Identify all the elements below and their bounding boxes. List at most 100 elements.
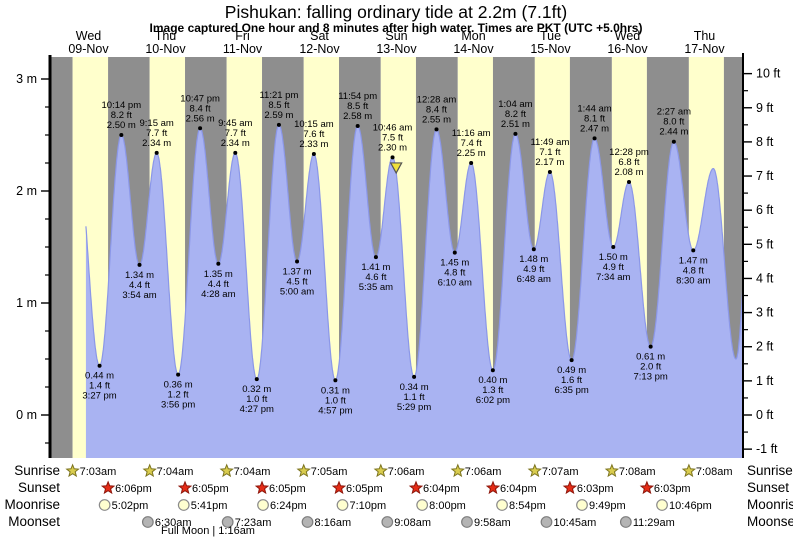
extreme-point xyxy=(154,150,159,155)
sunset-time: 6:05pm xyxy=(192,483,229,495)
sunset-icon xyxy=(639,480,655,495)
extreme-label-high: 2.34 m xyxy=(142,138,171,149)
extreme-label-low: 7:34 am xyxy=(596,272,630,283)
sunrise-time: 7:08am xyxy=(619,466,656,478)
extreme-label-low: 5:29 pm xyxy=(397,402,431,413)
day-date-label: 17-Nov xyxy=(684,42,725,56)
extreme-label-low: 4.8 ft xyxy=(444,268,465,279)
day-date-label: 13-Nov xyxy=(376,42,417,56)
extreme-point xyxy=(691,248,696,253)
extreme-label-low: 0.44 m xyxy=(85,371,114,382)
right-axis-label: 9 ft xyxy=(756,101,774,115)
moonrise-time: 7:10pm xyxy=(349,500,386,512)
page-title: Pishukan: falling ordinary tide at 2.2m … xyxy=(225,2,567,22)
moonrise-icon xyxy=(656,499,668,511)
extreme-label-high: 10:47 pm xyxy=(180,93,220,104)
sunset-time: 6:03pm xyxy=(654,483,691,495)
row-label-sunrise-left: Sunrise xyxy=(14,463,60,478)
sunset-time: 6:05pm xyxy=(269,483,306,495)
right-axis-label: 3 ft xyxy=(756,306,774,320)
sunset-icon xyxy=(100,480,116,495)
extreme-point xyxy=(276,122,281,127)
extreme-point xyxy=(547,169,552,174)
sunset-time: 6:04pm xyxy=(423,483,460,495)
sunset-time: 6:05pm xyxy=(346,483,383,495)
extreme-point xyxy=(434,127,439,132)
right-axis-label: 8 ft xyxy=(756,135,774,149)
extreme-label-high: 11:54 pm xyxy=(338,91,377,102)
right-axis-label: -1 ft xyxy=(756,442,778,456)
extreme-point xyxy=(412,374,417,379)
left-axis-label: 2 m xyxy=(16,184,37,198)
day-date-label: 14-Nov xyxy=(453,42,494,56)
extreme-label-low: 4.4 ft xyxy=(208,279,229,290)
day-weekday-label: Fri xyxy=(235,29,250,43)
moonset-time: 9:08am xyxy=(394,517,431,529)
row-label-moonset-left: Moonset xyxy=(8,514,60,529)
extreme-label-low: 4.9 ft xyxy=(523,264,544,275)
sunset-icon xyxy=(177,480,193,495)
moonset-icon xyxy=(141,516,154,528)
moonrise-time: 5:41pm xyxy=(191,500,228,512)
moonrise-icon xyxy=(257,499,269,511)
extreme-point xyxy=(119,133,124,137)
extreme-label-high: 7.1 ft xyxy=(539,147,560,158)
extreme-label-high: 9:45 am xyxy=(218,118,252,129)
moonset-time: 7:23am xyxy=(235,517,272,529)
day-date-label: 11-Nov xyxy=(223,42,263,56)
extreme-label-high: 8.4 ft xyxy=(426,104,447,115)
right-axis-label: 10 ft xyxy=(756,67,781,81)
extreme-label-low: 2.0 ft xyxy=(640,362,661,373)
extreme-label-high: 2.59 m xyxy=(264,110,293,121)
extreme-label-high: 2.56 m xyxy=(186,113,215,124)
extreme-label-high: 8.2 ft xyxy=(505,109,526,120)
extreme-label-high: 2.55 m xyxy=(422,114,451,125)
extreme-label-low: 1.3 ft xyxy=(482,385,503,396)
extreme-label-low: 0.34 m xyxy=(400,382,429,393)
extreme-label-low: 0.49 m xyxy=(557,365,586,376)
extreme-point xyxy=(311,152,316,157)
sunrise-icon xyxy=(219,463,234,478)
moonset-time: 6:30am xyxy=(155,517,192,529)
sunrise-time: 7:06am xyxy=(465,466,502,478)
extreme-label-high: 10:46 am xyxy=(373,122,413,133)
extreme-label-low: 0.31 m xyxy=(321,385,350,396)
sunrise-icon xyxy=(450,463,466,478)
extreme-label-low: 4.9 ft xyxy=(603,262,624,273)
extreme-label-low: 1.50 m xyxy=(599,252,628,263)
extreme-point xyxy=(513,131,518,136)
extreme-label-low: 1.0 ft xyxy=(246,394,267,405)
extreme-label-high: 2:27 am xyxy=(657,107,691,118)
moonrise-icon xyxy=(177,499,190,511)
extreme-point xyxy=(531,247,536,252)
extreme-label-high: 6.8 ft xyxy=(618,157,639,168)
extreme-point xyxy=(671,139,676,144)
moonset-icon xyxy=(461,516,473,528)
extreme-label-low: 1.2 ft xyxy=(168,390,189,401)
extreme-label-low: 6:48 am xyxy=(517,274,551,285)
extreme-label-high: 8.4 ft xyxy=(190,103,211,114)
sunrise-time: 7:03am xyxy=(80,466,117,478)
sunrise-icon xyxy=(373,463,389,478)
extreme-label-high: 2.47 m xyxy=(580,123,609,134)
row-label-moonrise-left: Moonrise xyxy=(4,497,60,512)
right-axis-label: 6 ft xyxy=(756,203,774,217)
day-weekday-label: Tue xyxy=(540,29,561,43)
extreme-point xyxy=(469,161,474,165)
extreme-point xyxy=(198,126,203,131)
sunset-icon xyxy=(254,480,270,495)
sunrise-icon xyxy=(142,463,157,478)
extreme-point xyxy=(626,180,631,185)
extreme-label-high: 2.50 m xyxy=(107,120,136,131)
extreme-label-low: 4.8 ft xyxy=(683,265,704,276)
day-date-label: 16-Nov xyxy=(607,42,648,56)
extreme-point xyxy=(373,255,378,260)
full-moon-note: Full Moon | 1:16am xyxy=(161,525,255,537)
extreme-label-high: 11:49 am xyxy=(530,137,569,148)
extreme-point xyxy=(390,155,395,160)
day-weekday-label: Thu xyxy=(694,29,716,43)
extreme-point xyxy=(452,250,457,255)
right-axis-label: 7 ft xyxy=(756,169,774,183)
extreme-point xyxy=(137,262,142,267)
